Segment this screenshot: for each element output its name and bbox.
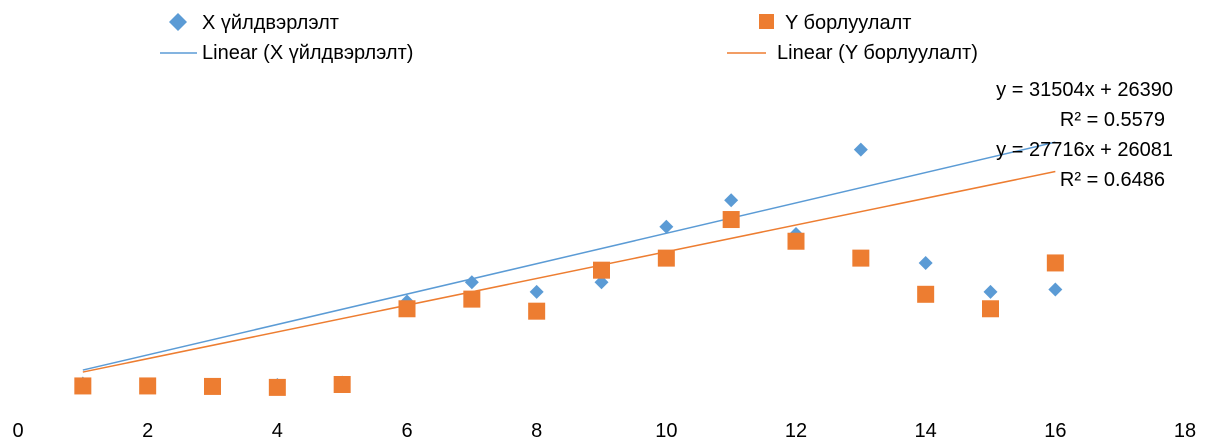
x-axis-tick-labels: 0 2 4 6 8 10 12 14 16 18 [12,420,1196,442]
point-y-sales [852,249,870,267]
point-x-production [1048,282,1063,297]
r2-x-trend: R² = 0.5579 [1060,109,1165,131]
point-x-production [853,142,868,157]
legend-item-x-production: X үйлдвэрлэлт [169,12,339,34]
point-y-sales [787,232,805,250]
point-x-production [724,193,739,208]
x-tick-label: 8 [531,420,542,442]
trendline-equations: y = 31504x + 26390 R² = 0.5579 y = 27716… [996,79,1173,191]
x-tick-label: 2 [142,420,153,442]
point-y-sales [722,211,740,229]
point-y-sales [463,290,481,308]
legend-label-y-sales: Y борлуулалт [785,12,911,34]
x-tick-label: 6 [401,420,412,442]
point-y-sales [982,300,999,318]
r2-y-trend: R² = 0.6486 [1060,169,1165,191]
point-y-sales [204,377,221,395]
point-y-sales [333,375,351,393]
x-tick-label: 18 [1174,420,1196,442]
legend-label-y-trend: Linear (Y борлуулалт) [777,42,978,64]
point-y-sales [657,249,675,267]
legend-label-x-production: X үйлдвэрлэлт [202,12,339,34]
x-tick-label: 14 [915,420,937,442]
point-x-production [918,255,933,270]
data-points [74,142,1064,396]
x-tick-label: 10 [655,420,677,442]
legend-square-marker [759,14,774,29]
point-x-production [464,275,479,290]
point-y-sales [268,378,286,396]
point-y-sales [74,377,92,395]
legend-diamond-marker [169,13,187,31]
point-x-production [659,219,674,234]
equation-y-trend: y = 27716x + 26081 [996,139,1173,161]
equation-x-trend: y = 31504x + 26390 [996,79,1173,101]
point-y-sales [1046,254,1064,272]
legend-label-x-trend: Linear (X үйлдвэрлэлт) [202,42,413,64]
legend-item-y-sales: Y борлуулалт [759,12,911,34]
legend: X үйлдвэрлэлт Linear (X үйлдвэрлэлт) Y б… [160,12,978,64]
trendline-y [82,170,1056,373]
x-tick-label: 12 [785,420,807,442]
point-y-sales [593,261,610,279]
point-y-sales [398,300,416,318]
point-y-sales [917,285,935,303]
x-tick-label: 4 [272,420,283,442]
point-x-production [983,284,998,299]
legend-item-y-trend: Linear (Y борлуулалт) [727,42,978,64]
trendline-x [82,141,1056,371]
x-tick-label: 16 [1044,420,1066,442]
point-y-sales [139,377,157,395]
x-tick-label: 0 [12,420,23,442]
point-x-production [594,275,609,290]
legend-item-x-trend: Linear (X үйлдвэрлэлт) [160,42,413,64]
point-x-production [529,284,544,299]
point-y-sales [528,302,546,320]
trendlines [82,141,1056,373]
